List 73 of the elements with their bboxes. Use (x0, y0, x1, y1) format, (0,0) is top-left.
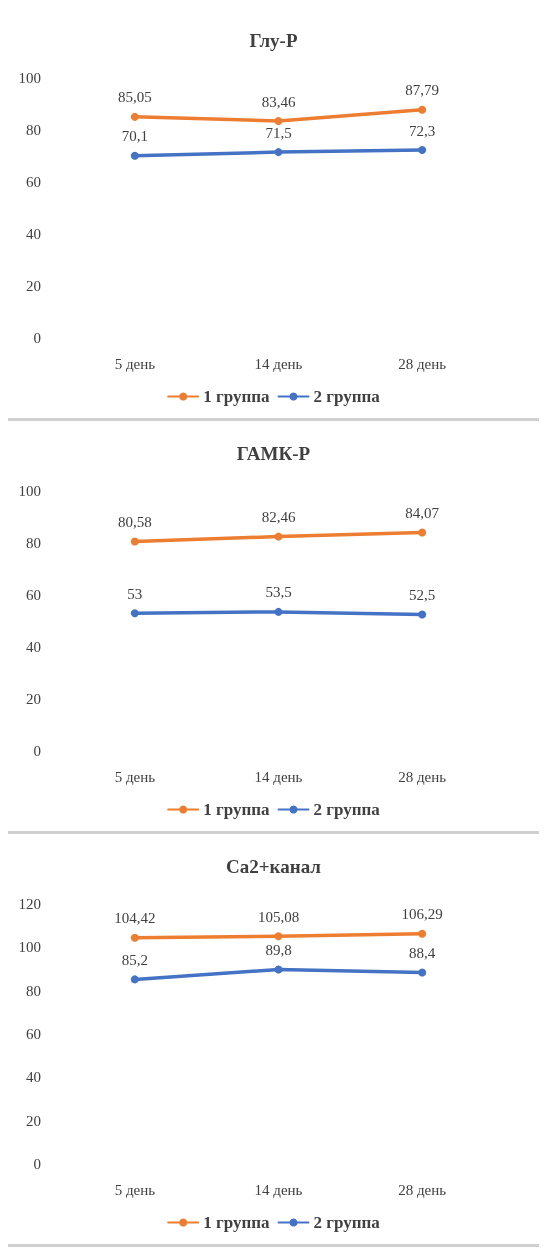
y-tick-label: 60 (26, 1026, 41, 1042)
x-tick-label: 28 день (398, 1181, 447, 1198)
data-label: 87,79 (405, 82, 440, 99)
legend-label: 2 группа (313, 800, 381, 819)
point (418, 610, 427, 619)
data-label: 88,4 (409, 944, 436, 961)
point (274, 607, 283, 616)
y-tick-label: 40 (26, 1069, 41, 1086)
point (418, 146, 427, 155)
data-label: 71,5 (265, 124, 292, 141)
y-tick-label: 60 (26, 587, 41, 603)
x-tick-label: 5 день (114, 1181, 156, 1198)
x-tick-label: 28 день (398, 355, 447, 372)
y-tick-label: 100 (18, 70, 41, 86)
y-tick-label: 80 (26, 982, 41, 999)
data-label: 85,2 (121, 951, 148, 968)
y-tick-label: 80 (26, 535, 41, 551)
point (274, 532, 283, 541)
data-label: 53,5 (265, 584, 292, 601)
y-tick-label: 0 (33, 1156, 41, 1172)
legend-label: 1 группа (203, 800, 270, 819)
point (418, 105, 427, 114)
point (418, 528, 427, 537)
data-label: 84,07 (405, 504, 440, 521)
point (418, 968, 427, 977)
y-tick-label: 40 (26, 639, 41, 655)
data-label: 53 (127, 585, 143, 602)
y-tick-label: 100 (18, 483, 41, 499)
data-label: 70,1 (121, 128, 148, 145)
point (418, 929, 427, 938)
y-tick-label: 20 (26, 691, 41, 707)
data-label: 52,5 (409, 587, 436, 603)
data-label: 105,08 (257, 908, 300, 925)
data-label: 72,3 (409, 122, 436, 139)
y-tick-label: 20 (26, 1112, 41, 1129)
point (130, 112, 139, 121)
data-label: 85,05 (117, 89, 152, 106)
chart-title: Глу-Р (249, 30, 298, 51)
chart-title: ГАМК-Р (236, 443, 311, 464)
point (274, 965, 283, 974)
point (274, 117, 283, 125)
y-tick-label: 80 (26, 122, 41, 138)
data-label: 106,29 (401, 906, 443, 923)
chart-title: Ca2+канал (226, 856, 322, 877)
x-tick-label: 5 день (114, 355, 156, 372)
y-tick-label: 0 (33, 330, 41, 346)
data-label: 80,58 (117, 513, 152, 530)
point (130, 151, 139, 160)
data-label: 104,42 (114, 910, 156, 927)
y-tick-label: 60 (26, 174, 41, 190)
x-tick-label: 14 день (254, 1181, 303, 1198)
point (274, 932, 283, 941)
point (274, 148, 283, 157)
data-label: 83,46 (261, 93, 296, 110)
point (130, 537, 139, 546)
data-label: 89,8 (265, 941, 292, 958)
x-tick-label: 14 день (254, 768, 303, 785)
y-tick-label: 100 (18, 939, 41, 956)
point (130, 933, 139, 942)
legend-label: 2 группа (313, 1213, 381, 1232)
point (130, 975, 139, 984)
y-tick-label: 20 (26, 278, 41, 294)
x-tick-label: 14 день (254, 355, 303, 372)
x-tick-label: 28 день (398, 768, 447, 785)
legend-label: 1 группа (203, 387, 270, 406)
y-tick-label: 120 (18, 896, 41, 912)
legend-label: 1 группа (203, 1213, 270, 1232)
y-tick-label: 40 (26, 226, 41, 242)
x-tick-label: 5 день (114, 768, 156, 785)
y-tick-label: 0 (33, 743, 41, 759)
data-label: 82,46 (261, 509, 296, 526)
legend-label: 2 группа (313, 387, 381, 406)
point (130, 609, 139, 618)
